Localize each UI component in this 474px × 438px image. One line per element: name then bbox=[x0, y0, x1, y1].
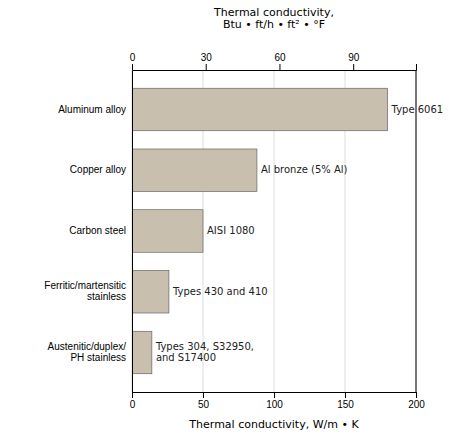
annotation: Types 430 and 410 bbox=[172, 286, 268, 297]
tick: 150 bbox=[337, 392, 354, 410]
tick-label: 0 bbox=[130, 52, 136, 63]
text-line: PH stainless bbox=[70, 352, 126, 363]
tick: 50 bbox=[198, 392, 210, 410]
x-axis: 0 50 100 150 200 bbox=[130, 392, 426, 410]
bar bbox=[132, 88, 388, 131]
text-line: Copper alloy bbox=[70, 164, 126, 175]
tick: 30 bbox=[201, 52, 213, 70]
tick: 60 bbox=[274, 52, 286, 70]
axis-line bbox=[132, 71, 133, 393]
tick: 100 bbox=[266, 392, 283, 410]
tick-mark bbox=[132, 64, 133, 70]
tick-label: Carbon steel bbox=[69, 225, 126, 236]
text-line: Types 304, S32950, bbox=[155, 341, 254, 352]
annotation: Al bronze (5% Al) bbox=[261, 164, 348, 175]
tick: 0 bbox=[130, 52, 136, 70]
tick-mark bbox=[274, 392, 275, 398]
tick: Carbon steel bbox=[69, 225, 126, 236]
tick: 90 bbox=[348, 52, 360, 70]
plot: Type 6061 Al bronze (5% Al) AISI 1080 Types… bbox=[44, 6, 443, 431]
text-line: Thermal conductivity, bbox=[213, 6, 334, 19]
text-line: AISI 1080 bbox=[207, 225, 255, 236]
tick-label: Aluminum alloy bbox=[58, 104, 126, 115]
text-line: Austenitic/duplex/ bbox=[48, 341, 127, 352]
tick-mark bbox=[206, 64, 207, 70]
annotation: Type 6061 bbox=[391, 104, 444, 115]
text-line: Thermal conductivity, W/m • K bbox=[188, 418, 359, 431]
tick-label: 150 bbox=[337, 399, 354, 410]
chart: Type 6061 Al bronze (5% Al) AISI 1080 Types… bbox=[0, 0, 474, 438]
tick-mark bbox=[132, 392, 133, 398]
axis-line bbox=[133, 64, 417, 71]
grid-line bbox=[132, 70, 133, 392]
tick-mark bbox=[279, 64, 280, 70]
annotation: Types 304, S32950,and S17400 bbox=[155, 341, 254, 363]
annotations: Type 6061 Al bronze (5% Al) AISI 1080 Types… bbox=[155, 104, 443, 364]
tick-mark bbox=[203, 392, 204, 398]
tick-label: 0 bbox=[130, 399, 136, 410]
grid bbox=[132, 70, 416, 392]
bar bbox=[132, 270, 169, 313]
tick-label: Copper alloy bbox=[70, 164, 126, 175]
text-line: stainless bbox=[87, 291, 126, 302]
tick: 200 bbox=[408, 392, 425, 410]
axis-line bbox=[133, 393, 417, 399]
bar bbox=[132, 149, 257, 192]
tick: Copper alloy bbox=[70, 164, 126, 175]
text-line: Ferritic/martensitic bbox=[44, 280, 126, 291]
axis-title: Thermal conductivity, W/m • K bbox=[188, 418, 359, 431]
tick: Ferritic/martensiticstainless bbox=[44, 280, 126, 302]
bar bbox=[132, 210, 203, 253]
x2-axis: 0 30 60 90 bbox=[130, 52, 417, 71]
tick-label: Ferritic/martensiticstainless bbox=[44, 280, 126, 302]
tick: 0 bbox=[130, 392, 136, 410]
tick-label: 200 bbox=[408, 399, 425, 410]
axis-title: Thermal conductivity,Btu • ft/h • ft² • … bbox=[213, 6, 334, 31]
y-axis: Aluminum alloy Copper alloy Carbon steel Fe… bbox=[44, 71, 132, 393]
text-line: Type 6061 bbox=[391, 104, 444, 115]
tick-label: 50 bbox=[198, 399, 210, 410]
text-line: and S17400 bbox=[156, 352, 216, 363]
tick-label: Austenitic/duplex/PH stainless bbox=[48, 341, 127, 363]
text-line: Al bronze (5% Al) bbox=[261, 164, 348, 175]
tick-label: 100 bbox=[266, 399, 283, 410]
tick: Austenitic/duplex/PH stainless bbox=[48, 341, 127, 363]
tick-label: 30 bbox=[201, 52, 213, 63]
tick-mark bbox=[416, 392, 417, 398]
bars bbox=[132, 88, 388, 374]
frame-line bbox=[416, 70, 417, 392]
text-line: Aluminum alloy bbox=[58, 104, 126, 115]
tick-label: 60 bbox=[274, 52, 286, 63]
bar bbox=[132, 331, 152, 374]
tick-mark bbox=[345, 392, 346, 398]
tick: Aluminum alloy bbox=[58, 104, 126, 115]
grid-line bbox=[416, 70, 417, 392]
text-line: Btu • ft/h • ft² • °F bbox=[223, 18, 325, 31]
annotation: AISI 1080 bbox=[207, 225, 255, 236]
text-line: Types 430 and 410 bbox=[172, 286, 268, 297]
tick-mark bbox=[353, 64, 354, 70]
tick-label: 90 bbox=[348, 52, 360, 63]
text-line: Carbon steel bbox=[69, 225, 126, 236]
